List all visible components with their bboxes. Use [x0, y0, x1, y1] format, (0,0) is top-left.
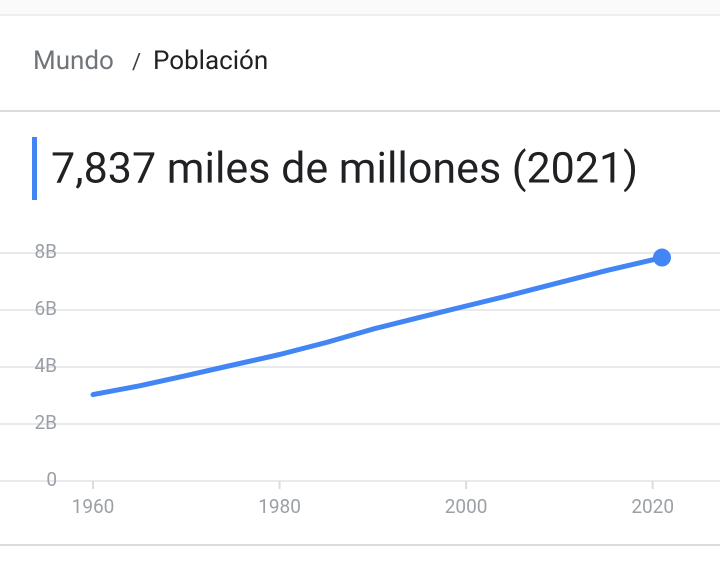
y-tick-label: 6B — [34, 297, 57, 320]
top-shadow — [0, 0, 720, 14]
breadcrumb-separator: / — [132, 50, 141, 75]
y-tick-label: 0 — [46, 468, 57, 491]
y-tick-label: 8B — [34, 240, 57, 263]
x-tick-label: 2000 — [445, 495, 488, 518]
headline: 7,837 miles de millones (2021) — [51, 143, 638, 193]
y-tick-label: 2B — [34, 411, 57, 434]
x-tick-label: 1960 — [72, 495, 115, 518]
x-tick-label: 2020 — [631, 495, 674, 518]
headline-accent — [32, 137, 37, 200]
breadcrumb-parent[interactable]: Mundo — [33, 46, 114, 76]
last-point — [653, 248, 671, 267]
breadcrumb-current: Población — [153, 46, 268, 76]
data-line — [90, 255, 665, 398]
x-tick-label: 1980 — [258, 495, 301, 518]
y-tick-label: 4B — [34, 354, 57, 377]
